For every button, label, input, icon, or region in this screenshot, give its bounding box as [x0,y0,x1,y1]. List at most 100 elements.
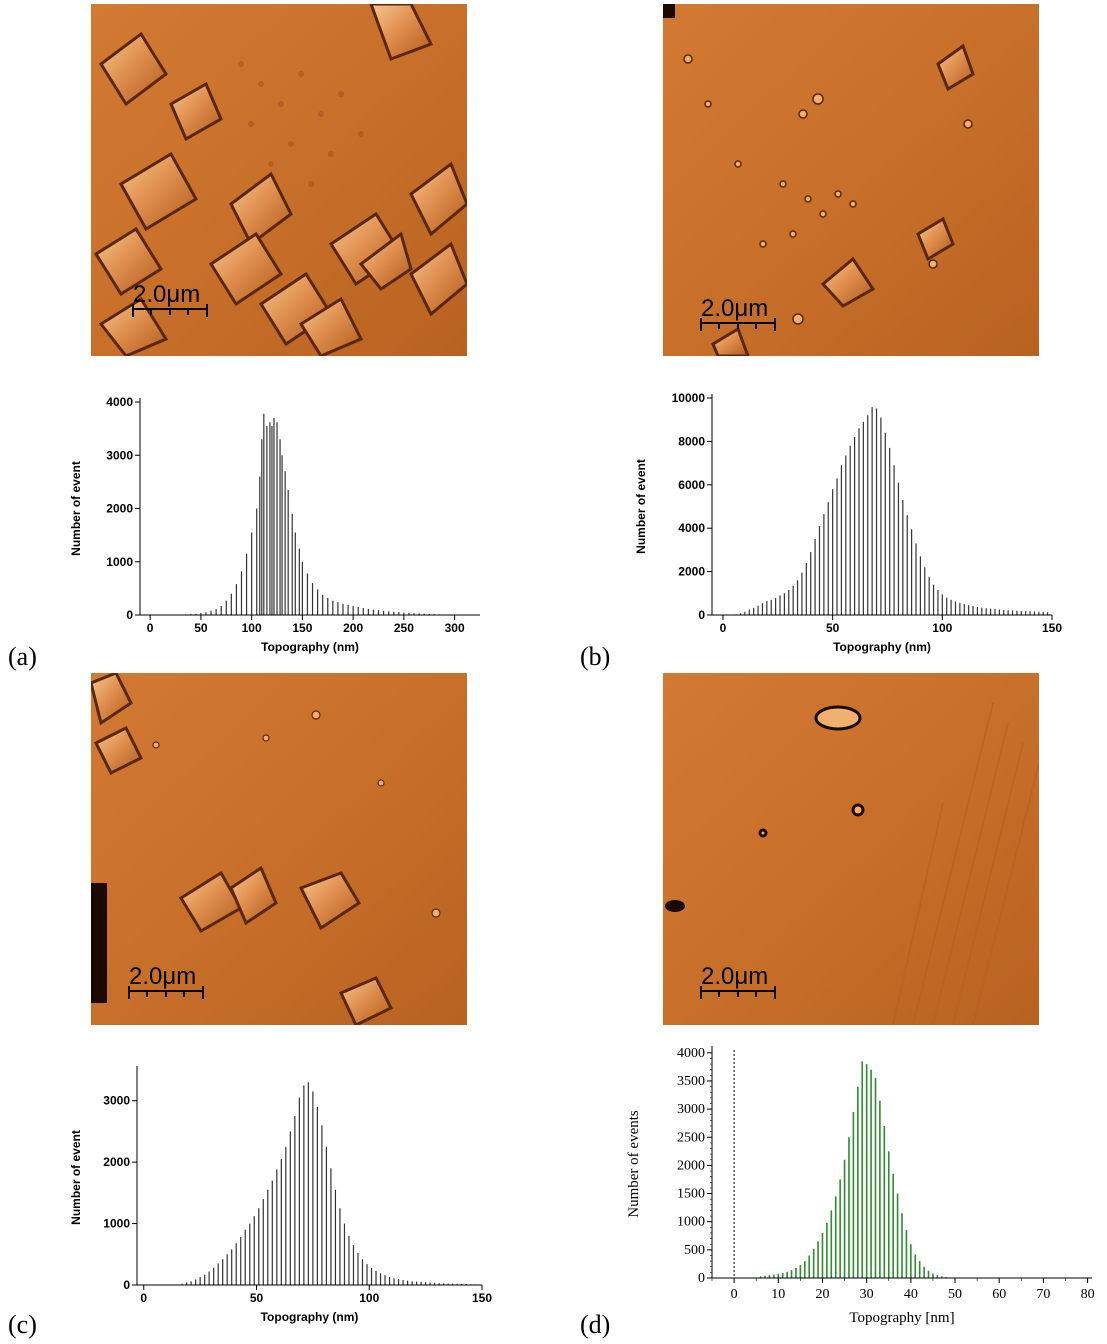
bar [205,612,207,615]
bar [215,609,217,615]
bar [259,476,261,615]
bar [456,1283,458,1285]
x-tick-label: 100 [242,621,262,635]
bar [757,605,759,615]
bar [251,532,253,615]
bar [199,1277,201,1285]
bar [303,1085,305,1285]
bar [796,580,799,615]
bar [773,1274,775,1278]
bar [393,1278,395,1285]
x-tick-label: 300 [445,621,465,635]
bar [325,1146,328,1285]
bar [954,601,957,615]
bar [1033,611,1036,615]
histogram-b: 0 2000 4000 6000 8000 10000 0 50 100 150 Topograph… [634,391,1062,654]
bar [352,1245,355,1285]
bar [352,605,354,615]
scale-label-c: 2.0μm [129,963,196,990]
y-tick-label: 3000 [106,448,133,462]
bar [210,610,212,615]
bar [307,1082,309,1285]
bar [321,1125,323,1285]
bar [857,1086,859,1278]
bar [291,513,293,615]
bar [311,583,314,615]
bar [388,611,390,615]
bar [403,612,405,615]
panel-label-a: (a) [8,642,37,671]
scale-label-d: 2.0μm [701,963,768,990]
y-tick-label: 4000 [678,521,705,535]
x-axis-label: Topography (nm) [261,640,359,654]
bar [845,455,847,615]
bar [950,599,952,615]
bar [871,407,873,615]
bar [827,502,829,615]
bar [810,552,812,615]
bar [420,1281,422,1285]
scale-label-a: 2.0μm [133,281,200,308]
bar [342,603,344,615]
bar [783,593,785,615]
y-tick-label: 0 [126,608,133,622]
bar [848,1137,850,1278]
bar [186,1282,188,1285]
bar [823,514,825,615]
bar [875,408,878,615]
bar [294,532,296,615]
x-tick-label: 0 [731,1287,738,1302]
bar [1029,611,1031,615]
bar [884,432,886,615]
bar [301,561,303,615]
y-tick-label: 4000 [106,395,133,409]
scale-bar-c: 2.0μm [128,963,204,999]
histogram-c: 0 1000 2000 3000 0 50 100 150 Topography (nm) Num… [69,1066,492,1324]
bar [818,526,821,615]
x-tick-label: 30 [860,1287,874,1302]
bar [337,602,339,615]
crystal-pattern-a [93,2,469,358]
bar [786,1271,788,1278]
afm-image-d: 2.0μm [663,673,1040,1026]
bar [263,413,265,615]
bar [428,613,430,615]
bar [220,605,222,615]
y-tick-label: 2000 [106,502,133,516]
bar [190,1281,192,1285]
bar [766,600,768,615]
bar [406,1280,409,1285]
bar [862,421,864,615]
y-tick-label: 1000 [103,1217,130,1231]
bar [874,1078,877,1278]
bar [901,1213,903,1278]
bar [332,600,334,615]
x-tick-label: 50 [948,1287,962,1302]
bar [795,1267,797,1278]
bar [889,447,891,615]
bar [910,1244,912,1278]
bar [408,612,410,615]
bar [924,567,926,615]
bar [279,439,281,615]
bar [276,1169,278,1285]
bar [985,608,987,615]
bar [388,1277,391,1285]
bar [249,1223,251,1285]
bar [880,417,882,615]
bar [222,1259,224,1285]
bar [411,1281,413,1285]
bar [267,1189,269,1285]
bar [208,1271,210,1285]
y-tick-label: 1500 [677,1187,705,1202]
bar [1011,610,1014,615]
bar [258,1208,260,1285]
panel-label-d: (d) [580,1310,611,1339]
bar [452,1283,454,1285]
histogram-d: 0 500 1000 1500 2000 2500 3000 3500 4000 0 10 20 30 4… [626,1046,1095,1326]
bar [438,1283,440,1285]
bar [235,584,238,615]
bar [777,1273,780,1278]
bar [937,590,939,615]
bar [375,1270,377,1285]
